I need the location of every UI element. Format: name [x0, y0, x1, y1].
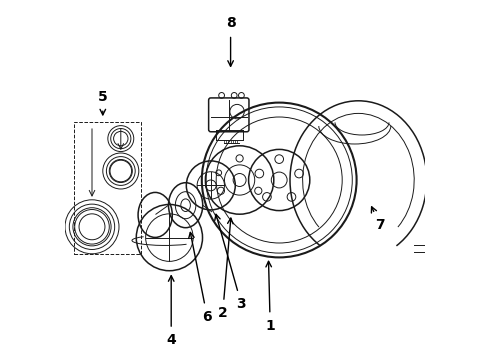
Text: 6: 6: [189, 233, 212, 324]
Text: 1: 1: [265, 261, 275, 333]
Bar: [74, 122, 141, 254]
Text: 5: 5: [98, 90, 108, 115]
Text: 7: 7: [371, 207, 385, 232]
Text: 2: 2: [218, 218, 233, 320]
Text: 4: 4: [166, 276, 176, 347]
Text: 8: 8: [226, 17, 236, 66]
Text: 3: 3: [215, 214, 246, 311]
